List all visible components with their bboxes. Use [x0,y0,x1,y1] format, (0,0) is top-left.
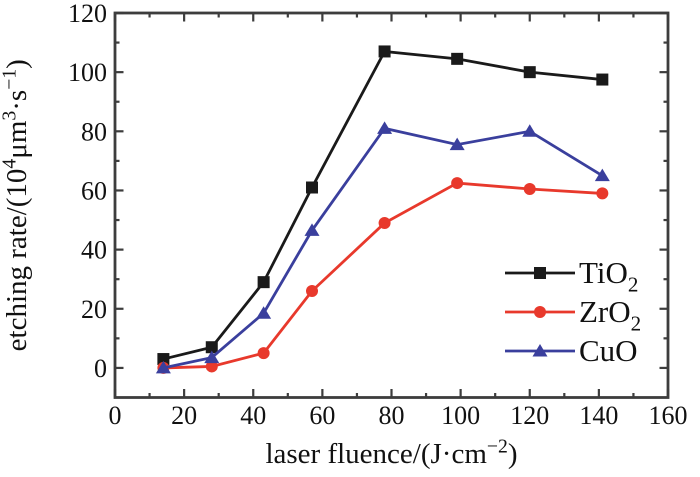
legend-item-tio2: TiO2 [505,255,638,297]
data-marker-triangle [594,168,610,182]
y-tick-label: 0 [94,354,107,383]
y-tick-label: 60 [81,176,107,205]
x-tick-label: 160 [649,401,688,430]
data-marker-triangle [532,344,548,357]
x-tick-label: 100 [441,401,480,430]
series-line [163,49,603,361]
data-marker-triangle [449,137,465,151]
data-marker-circle [205,360,218,373]
series-tio2 [157,45,609,366]
data-marker-circle [451,177,464,190]
data-marker-triangle [256,306,272,319]
axis-ticks [113,11,670,398]
y-tick-label: 120 [68,0,107,28]
data-marker-circle [378,216,391,229]
data-marker-triangle [155,360,171,374]
data-marker-triangle [522,124,538,137]
x-tick-label: 40 [240,401,266,430]
legend-label: TiO2 [579,255,638,297]
x-axis-title: laser fluence/(J·cm−2) [265,436,517,470]
legend-item-zro2: ZrO2 [505,294,641,336]
x-tick-label: 140 [579,401,618,430]
x-tick-label: 0 [109,401,122,430]
data-marker-square [306,181,319,194]
y-tick-label: 20 [81,295,107,324]
y-tick-label: 80 [81,117,107,146]
data-marker-square [205,341,218,354]
legend-item-cuo: CuO [505,333,638,368]
data-marker-square [157,353,170,366]
data-marker-triangle [204,350,220,364]
data-marker-square [523,66,536,79]
data-marker-circle [596,187,609,200]
x-tick-label: 80 [379,401,405,430]
data-marker-circle [306,285,319,298]
data-marker-triangle [377,121,393,134]
data-marker-triangle [304,223,320,236]
x-tick-label: 20 [171,401,197,430]
series-cuo [155,121,610,374]
series-line [163,126,604,370]
legend-label: CuO [579,333,638,368]
data-marker-square [378,45,391,58]
x-tick-label: 60 [309,401,335,430]
y-axis-title: etching rate/(104μm3·s−1) [0,59,33,351]
legend-label: ZrO2 [579,294,641,336]
data-marker-square [596,73,609,86]
data-marker-square [257,276,270,289]
data-marker-circle [523,182,536,195]
data-marker-circle [534,306,546,318]
data-marker-square [451,52,464,65]
y-tick-label: 100 [68,58,107,87]
y-tick-label: 40 [81,236,107,265]
series-line [163,181,603,370]
data-marker-square [534,267,546,279]
data-marker-circle [257,347,270,360]
x-tick-label: 120 [510,401,549,430]
